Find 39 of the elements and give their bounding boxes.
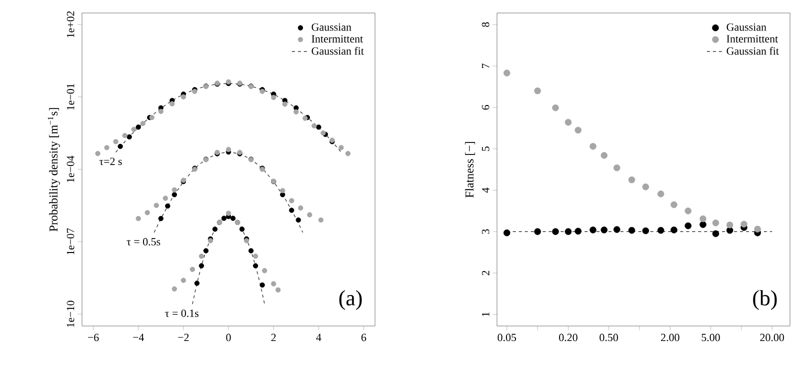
y-axis-title: Probability density [m$^{−1}$s] xyxy=(48,108,60,232)
y-tick-label: 1e−04 xyxy=(66,156,74,182)
x-tick-label: 6 xyxy=(361,334,366,342)
annotation: τ = 0.1s xyxy=(165,310,198,318)
x-tick-label: 2.00 xyxy=(661,334,680,342)
annotation: (a) xyxy=(339,290,362,310)
y-tick-label: 3 xyxy=(482,229,490,234)
x-tick-label: 5.00 xyxy=(702,334,720,342)
y-tick-label: 2 xyxy=(482,270,490,276)
y-tick-label: 7 xyxy=(482,64,490,68)
legend-label: Intermittent xyxy=(312,35,363,43)
legend-label: Gaussian xyxy=(726,23,766,31)
y-tick-label: 1 xyxy=(482,312,490,316)
x-tick-label: 0.50 xyxy=(600,334,618,342)
legend-label: Gaussian fit xyxy=(726,46,779,55)
x-tick-label: −4 xyxy=(133,334,144,341)
x-tick-label: 2 xyxy=(271,334,276,342)
y-tick-label: 1e−07 xyxy=(66,228,74,254)
y-axis-title: Flatness [−] xyxy=(465,142,475,198)
x-tick-label: 20.00 xyxy=(760,334,784,342)
y-tick-label: 6 xyxy=(482,104,490,110)
x-tick-label: 0.20 xyxy=(559,334,578,342)
x-tick-label: −6 xyxy=(88,334,99,342)
annotation: τ=2 s xyxy=(99,158,122,166)
x-tick-label: 0.05 xyxy=(498,334,516,342)
y-tick-label: 5 xyxy=(482,146,490,151)
y-tick-label: 4 xyxy=(482,188,490,193)
legend-label: Gaussian xyxy=(312,23,352,31)
y-tick-label: 1e−10 xyxy=(66,300,74,327)
y-tick-label: 1e+02 xyxy=(66,11,74,38)
x-tick-label: 0 xyxy=(226,334,231,342)
annotation: (b) xyxy=(753,290,777,310)
x-tick-label: 4 xyxy=(316,334,322,341)
y-tick-label: 1e−01 xyxy=(66,84,74,110)
legend-label: Intermittent xyxy=(726,35,778,43)
annotation: τ = 0.5s xyxy=(126,238,160,246)
y-tick-label: 8 xyxy=(482,22,490,27)
legend-label: Gaussian fit xyxy=(312,46,364,55)
x-tick-label: −2 xyxy=(178,334,189,342)
